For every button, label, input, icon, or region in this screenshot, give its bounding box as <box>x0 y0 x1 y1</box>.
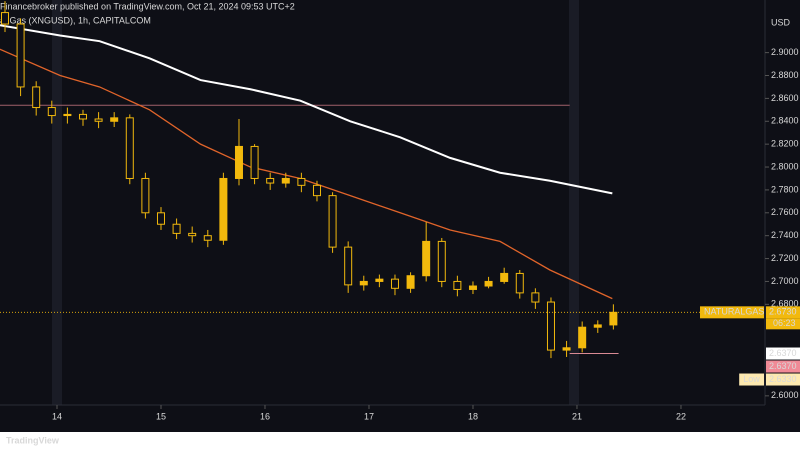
x-tick-label: 16 <box>260 411 270 421</box>
y-tick-label: 2.6800 <box>771 299 799 309</box>
candle-body <box>219 177 228 241</box>
y-tick-label: 2.8000 <box>771 161 799 171</box>
x-tick-label: 14 <box>52 411 62 421</box>
symbol: al Gas (XNGUSD), 1h, CAPITALCOM <box>0 15 151 25</box>
candle-body <box>593 324 602 328</box>
candle-body <box>125 117 134 179</box>
candle-body <box>141 177 150 214</box>
candle-body <box>0 12 9 25</box>
candle-body <box>172 223 181 234</box>
x-tick-label: 22 <box>676 411 686 421</box>
candle-body <box>78 113 87 120</box>
price-tag <box>766 373 800 386</box>
label-tag-text: NATURALGAS <box>704 307 764 317</box>
candle-body <box>234 145 243 179</box>
candle-body <box>406 275 415 289</box>
candle-body <box>110 117 119 122</box>
y-tick-label: 2.8200 <box>771 139 799 149</box>
candle-body <box>375 278 384 282</box>
candle-body <box>359 280 368 286</box>
x-tick-label: 17 <box>364 411 374 421</box>
price-tag-value: 2.6370 <box>769 361 797 371</box>
y-tick-label: 2.8800 <box>771 70 799 80</box>
price-tag <box>766 306 800 319</box>
y-tick-label: 2.9000 <box>771 47 799 57</box>
y-tick-label: 2.7800 <box>771 184 799 194</box>
candle-body <box>422 240 431 277</box>
footer-bar <box>0 432 800 450</box>
price-tag <box>766 360 800 373</box>
candle-body <box>63 113 72 117</box>
candle-body <box>437 240 446 282</box>
candle-body <box>297 177 306 186</box>
candle-body <box>32 86 41 109</box>
label-tag <box>739 373 764 386</box>
candle-body <box>266 177 275 184</box>
candle-body <box>562 347 571 351</box>
candle-body <box>94 118 103 122</box>
moving-average <box>0 24 613 195</box>
price-tag-value: 2.6370 <box>769 348 797 358</box>
y-tick-label: 2.7400 <box>771 230 799 240</box>
candle-body <box>312 184 321 197</box>
candle-body <box>250 145 259 179</box>
price-tag <box>766 347 800 360</box>
price-tag-value: 2.6730 <box>769 307 797 317</box>
brand: TradingView <box>6 435 60 445</box>
candle-body <box>156 212 165 225</box>
candle-body <box>188 232 197 237</box>
candle-body <box>328 195 337 248</box>
candle-body <box>500 272 509 282</box>
candle-body <box>546 301 555 351</box>
session-band <box>569 0 579 405</box>
candle-body <box>203 235 212 241</box>
timer: 06:23 <box>773 318 796 328</box>
candle-body <box>344 246 353 286</box>
timer-tag <box>766 318 800 330</box>
x-tick-label: 21 <box>572 411 582 421</box>
label-tag <box>700 306 764 319</box>
candle-body <box>468 285 477 290</box>
candle-body <box>515 272 524 294</box>
y-tick-label: 2.8400 <box>771 116 799 126</box>
y-tick-label: 2.8600 <box>771 93 799 103</box>
candle-body <box>484 280 493 287</box>
candle-body <box>281 177 290 184</box>
x-tick-label: 15 <box>156 411 166 421</box>
y-tick-label: 2.6000 <box>771 390 799 400</box>
currency: USD <box>771 17 791 27</box>
session-band <box>52 0 62 405</box>
publisher: Financebroker published on TradingView.c… <box>0 1 295 11</box>
candle-body <box>390 278 399 289</box>
candle-body <box>578 326 587 349</box>
candle-body <box>609 311 618 326</box>
candle-body <box>531 292 540 303</box>
label-tag-text: Low <box>743 374 760 384</box>
price-tag-value: 2.6330 <box>769 374 797 384</box>
x-tick-label: 18 <box>468 411 478 421</box>
candle-body <box>16 23 25 88</box>
y-tick-label: 2.7600 <box>771 207 799 217</box>
y-tick-label: 2.7000 <box>771 276 799 286</box>
candle-body <box>47 107 56 117</box>
y-tick-label: 2.7200 <box>771 253 799 263</box>
candle-body <box>453 280 462 290</box>
